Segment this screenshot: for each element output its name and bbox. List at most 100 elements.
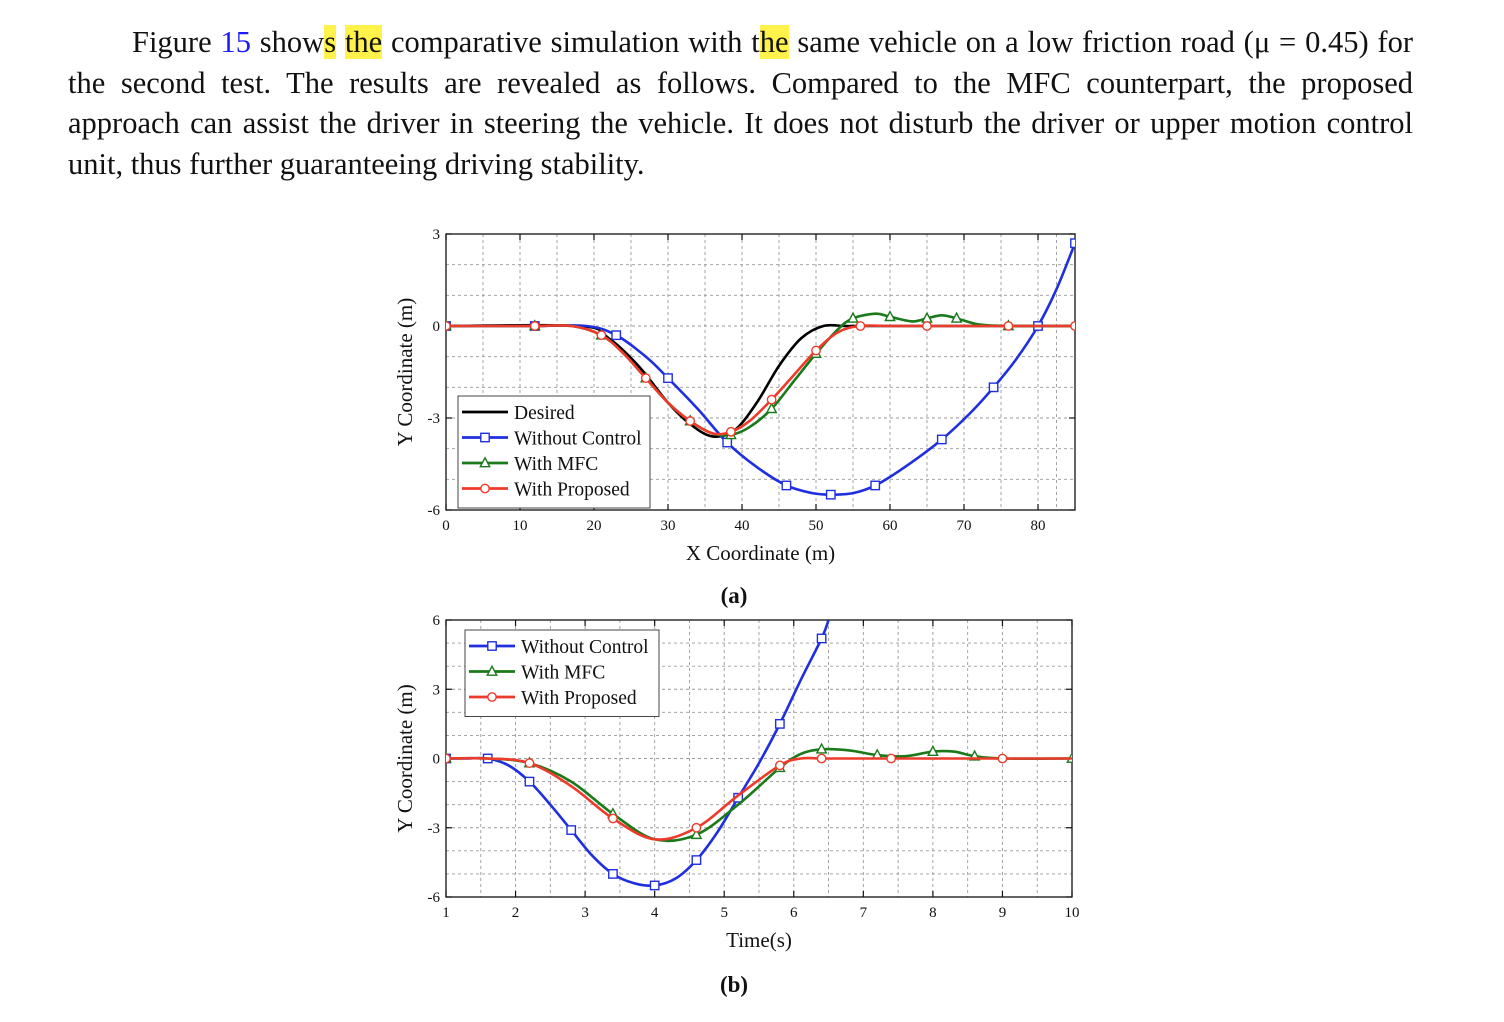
x-tick-label-4: 40 (735, 518, 750, 534)
legend-label: Without Control (521, 637, 649, 658)
legend-label: With MFC (514, 454, 598, 475)
series-without-control (446, 620, 830, 891)
legend-item: Without Control (469, 637, 649, 658)
paragraph-text: show (250, 25, 325, 59)
square-marker-6 (663, 373, 673, 384)
legend: Without Control With MFC With Proposed (464, 629, 660, 717)
highlighted-text: the (344, 25, 383, 59)
circle-marker-22 (1070, 321, 1075, 331)
series-line (446, 756, 1072, 841)
series-with-proposed (446, 321, 1075, 437)
legend-label: Without Control (514, 429, 642, 450)
circle-marker-16 (855, 321, 866, 331)
x-tick-label-2: 20 (587, 518, 602, 534)
x-tick-label-9: 10 (1065, 905, 1080, 921)
x-tick-label-8: 80 (1031, 518, 1046, 534)
square-marker-16 (774, 718, 785, 729)
legend-label: With Proposed (514, 480, 630, 501)
legend-item: Without Control (462, 429, 642, 450)
circle-marker-10 (726, 426, 736, 437)
circle-marker-8 (685, 416, 696, 426)
y-tick-label-1: -3 (428, 411, 441, 427)
circle-marker-4 (596, 330, 607, 341)
paragraph-text: Figure (132, 25, 221, 59)
x-tick-label-0: 1 (442, 905, 450, 921)
circle-marker-2 (487, 692, 497, 702)
circle-marker-6 (691, 822, 702, 833)
caption-b: (b) (720, 972, 748, 997)
x-tick-label-3: 4 (651, 905, 659, 921)
y-tick-label-2: 0 (433, 319, 441, 335)
y-axis-title: Y Coordinate (m) (393, 684, 417, 833)
circle-marker-12 (766, 394, 777, 405)
square-marker-8 (722, 437, 733, 448)
square-marker-8 (608, 869, 618, 879)
square-marker-4 (611, 330, 622, 341)
highlighted-text: he (759, 25, 789, 59)
circle-marker-14 (811, 345, 821, 356)
y-tick-label-4: 6 (433, 613, 441, 629)
y-tick-label-0: -6 (428, 890, 441, 906)
series-line (446, 242, 1075, 496)
x-tick-label-3: 30 (661, 518, 676, 534)
x-axis-title: X Coordinate (m) (686, 541, 835, 565)
legend-label: Desired (514, 403, 575, 424)
square-marker-10 (649, 880, 660, 891)
y-tick-label-2: 0 (433, 752, 441, 768)
x-tick-label-8: 9 (999, 905, 1007, 921)
circle-marker-2 (529, 321, 540, 331)
triangle-marker-18 (884, 310, 896, 322)
square-marker-12 (691, 855, 702, 865)
figure-reference-link[interactable]: 15 (220, 25, 251, 59)
triangle-marker-12 (765, 402, 778, 414)
legend-item: With Proposed (469, 688, 637, 709)
legend: Desired Without Control With MFC With Propo… (457, 395, 651, 509)
y-tick-label-1: -3 (428, 821, 441, 837)
paragraph-text: same vehicle on a low friction road (μ =… (68, 25, 1413, 181)
square-marker-10 (781, 480, 792, 491)
square-marker-14 (870, 480, 881, 491)
circle-marker-20 (1003, 321, 1014, 331)
y-tick-label-3: 3 (433, 227, 441, 243)
x-tick-label-5: 50 (809, 518, 824, 534)
circle-marker-18 (922, 321, 932, 331)
square-marker-18 (988, 382, 999, 393)
circle-marker-8 (774, 760, 785, 771)
x-tick-label-4: 5 (720, 905, 728, 921)
x-axis-title: Time(s) (726, 928, 792, 952)
square-marker-18 (816, 633, 827, 644)
chart-b-time-response: 1 2 3 4 5 6 7 8 9 10 -6 -3 0 3 6 Time(s) Y Coordinate (m… (393, 613, 1080, 952)
square-marker-4 (524, 776, 535, 787)
series-layer (446, 238, 1075, 500)
x-tick-label-0: 0 (442, 518, 450, 534)
paragraph-text: comparative simulation with t (382, 25, 760, 59)
triangle-marker-14 (927, 744, 939, 756)
circle-marker-6 (640, 373, 651, 384)
legend-item: With MFC (469, 663, 605, 684)
x-tick-label-6: 60 (883, 518, 898, 534)
x-tick-label-6: 7 (860, 905, 868, 921)
square-marker-16 (936, 434, 947, 445)
series-with-proposed (446, 753, 1072, 841)
y-tick-label-0: -6 (428, 503, 441, 519)
body-paragraph: Figure 15 shows the comparative simulati… (68, 22, 1413, 184)
legend-box (464, 629, 660, 717)
circle-marker-0 (446, 753, 451, 764)
plot-frame (445, 233, 1076, 511)
square-marker-0 (487, 641, 497, 651)
legend-item: Desired (462, 403, 575, 424)
legend-label: With MFC (521, 663, 605, 684)
x-tick-label-5: 6 (790, 905, 798, 921)
series-without-control (446, 238, 1075, 500)
series-layer (446, 620, 1072, 891)
circle-marker-2 (524, 758, 535, 769)
series-line (446, 747, 1072, 843)
caption-a: (a) (721, 583, 748, 608)
legend-item: With MFC (462, 454, 598, 475)
square-marker-1 (480, 432, 490, 443)
circle-marker-4 (608, 813, 618, 824)
legend-item: With Proposed (462, 480, 630, 501)
x-tick-label-1: 2 (512, 905, 520, 921)
x-tick-label-1: 10 (513, 518, 528, 534)
